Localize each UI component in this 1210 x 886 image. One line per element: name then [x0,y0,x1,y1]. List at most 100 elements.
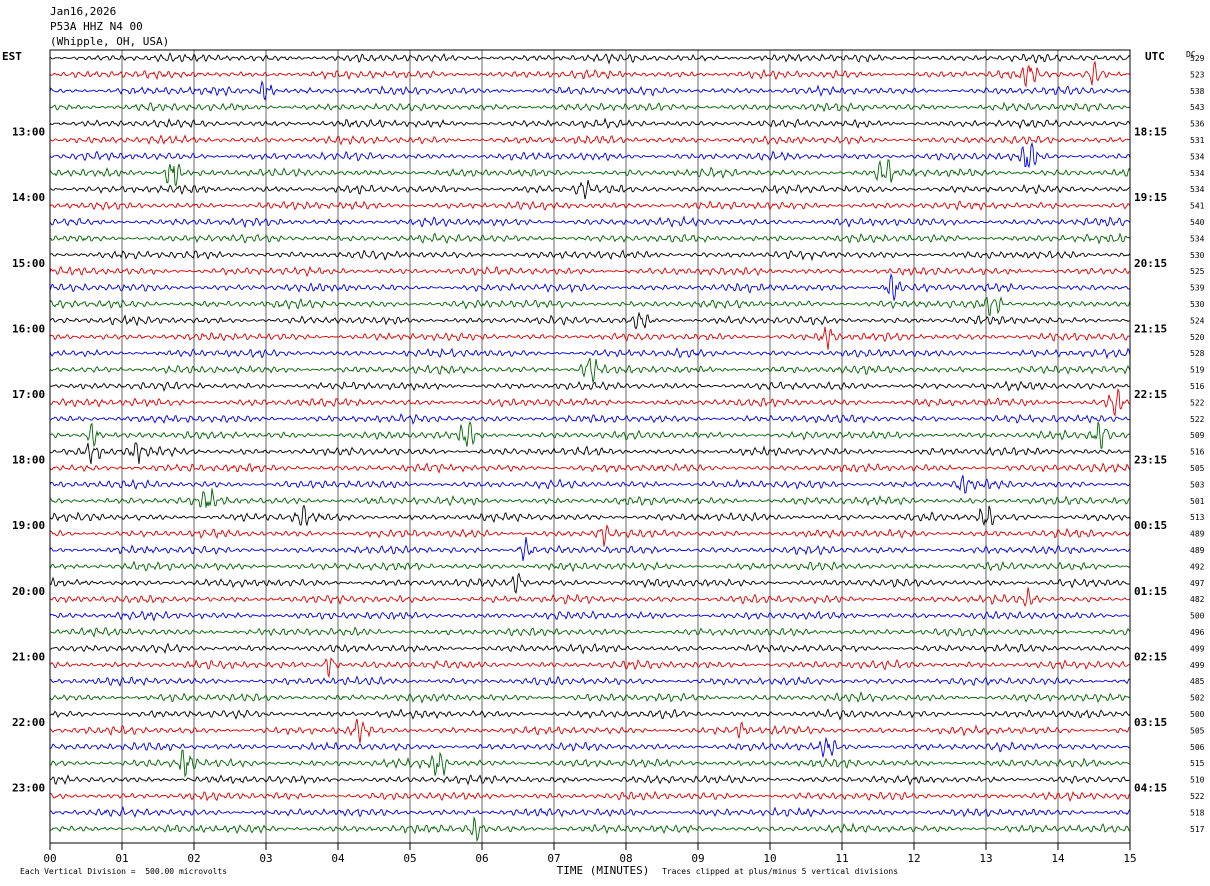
trace-38 [49,656,1131,679]
left-time-label: 16:00 [12,322,45,335]
dc-offset-31: 489 [1190,546,1205,555]
trace-2 [49,61,1131,88]
x-tick-label-04: 04 [331,852,345,865]
dc-offset-14: 525 [1190,267,1205,276]
trace-21 [49,380,1131,392]
dc-offset-17: 524 [1190,316,1205,325]
trace-44 [49,749,1131,778]
trace-43 [49,736,1130,758]
dc-offset-29: 513 [1190,513,1205,522]
trace-8 [49,159,1131,188]
trace-3 [49,80,1131,101]
trace-4 [50,101,1131,113]
dc-offset-33: 497 [1190,579,1205,588]
trace-35 [49,610,1131,622]
header-date: Jan16,2026 [50,5,117,18]
x-tick-label-03: 03 [259,852,272,865]
trace-16 [49,296,1131,316]
dc-offset-23: 522 [1190,415,1205,424]
trace-36 [49,626,1131,638]
left-time-label: 14:00 [12,191,45,204]
right-time-label: 20:15 [1134,257,1167,270]
x-tick-label-10: 10 [763,852,776,865]
right-time-label: 18:15 [1134,126,1167,139]
dc-offset-43: 506 [1190,743,1205,752]
left-time-labels: 13:00 14:00 15:00 16:00 17:00 18:00 19:00 20:00… [12,126,45,795]
trace-13 [49,249,1131,262]
dc-offset-labels: 529 523 538 543 536 531 534 534 534 541 540 534 530 5… [1190,54,1205,834]
trace-34 [49,587,1131,608]
left-time-label: 18:00 [12,454,45,467]
dc-offset-21: 516 [1190,382,1205,391]
dc-offset-35: 500 [1190,612,1205,621]
trace-5 [49,117,1131,130]
dc-offset-2: 523 [1190,70,1205,79]
trace-22 [49,387,1131,418]
trace-39 [50,675,1131,688]
trace-23 [49,413,1131,425]
x-tick-label-05: 05 [403,852,416,865]
dc-offset-37: 499 [1190,644,1205,653]
dc-offset-16: 530 [1190,300,1205,309]
dc-offset-19: 528 [1190,349,1205,358]
dc-offset-48: 517 [1190,825,1205,834]
trace-33 [49,572,1130,595]
trace-25 [49,442,1131,465]
trace-15 [49,273,1131,301]
x-tick-label-00: 00 [43,852,56,865]
dc-offset-40: 502 [1190,694,1205,703]
trace-46 [49,790,1131,803]
dc-label: DC [1186,50,1196,59]
right-time-label: 03:15 [1134,716,1167,729]
minute-gridlines [121,50,1059,843]
left-time-label: 21:00 [12,650,45,663]
trace-26 [49,462,1131,474]
dc-offset-1: 529 [1190,54,1205,63]
dc-offset-27: 503 [1190,480,1205,489]
left-time-label: 17:00 [12,388,45,401]
dc-offset-3: 538 [1190,87,1205,96]
trace-47 [49,805,1131,818]
left-time-label: 13:00 [12,126,45,139]
trace-7 [49,141,1131,169]
dc-offset-30: 489 [1190,530,1205,539]
dc-offset-24: 509 [1190,431,1205,440]
x-tick-label-02: 02 [187,852,200,865]
dc-offset-10: 541 [1190,202,1205,211]
trace-40 [49,690,1131,704]
left-time-label: 20:00 [12,585,45,598]
x-axis-ticks: 00 01 02 03 04 05 06 07 08 09 10 11 12 13 14 15 [43,843,1137,865]
trace-10 [49,200,1131,211]
right-time-label: 19:15 [1134,191,1167,204]
dc-offset-7: 534 [1190,152,1205,161]
trace-1 [49,52,1131,65]
right-time-label: 02:15 [1134,650,1167,663]
dc-offset-36: 496 [1190,628,1205,637]
dc-offset-18: 520 [1190,333,1205,342]
right-time-labels: 18:15 19:15 20:15 21:15 22:15 23:15 00:15 01:15… [1134,126,1167,795]
x-tick-label-14: 14 [1051,852,1065,865]
dc-offset-25: 516 [1190,448,1205,457]
seismic-traces [49,52,1131,843]
dc-offset-5: 536 [1190,120,1205,129]
left-time-label: 15:00 [12,257,45,270]
right-time-label: 23:15 [1134,454,1167,467]
dc-offset-34: 482 [1190,595,1205,604]
dc-offset-15: 539 [1190,284,1205,293]
trace-37 [50,642,1131,655]
trace-31 [49,536,1131,561]
trace-12 [49,232,1131,245]
dc-offset-20: 519 [1190,366,1205,375]
trace-48 [49,816,1131,843]
dc-offset-12: 534 [1190,234,1205,243]
trace-41 [50,708,1131,721]
right-time-label: 01:15 [1134,585,1167,598]
dc-offset-9: 534 [1190,185,1205,194]
x-tick-label-11: 11 [835,852,848,865]
trace-32 [49,560,1131,573]
dc-offset-26: 505 [1190,464,1205,473]
scale-note: Each Vertical Division = 500.00 microvol… [20,867,228,876]
dc-offset-8: 534 [1190,169,1205,178]
dc-offset-47: 518 [1190,808,1205,817]
dc-offset-39: 485 [1190,677,1205,686]
